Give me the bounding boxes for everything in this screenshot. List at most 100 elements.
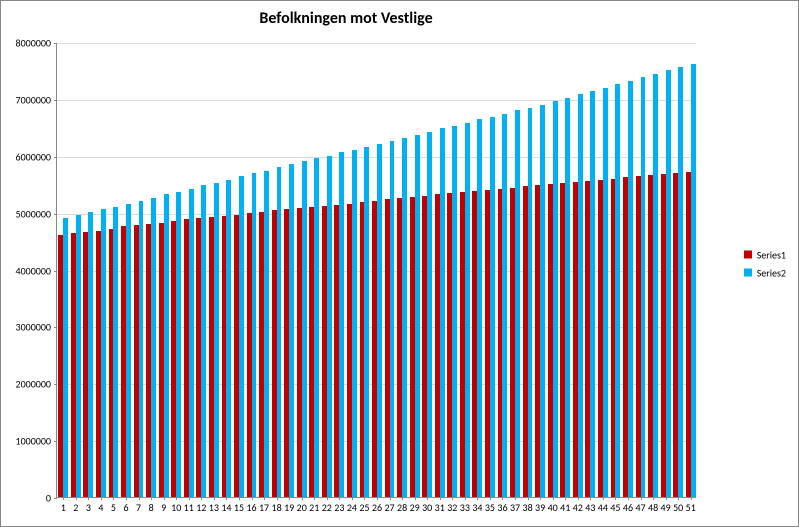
bar-series2 xyxy=(402,138,407,497)
chart-container: Befolkningen mot Vestlige 0 1000000 200000… xyxy=(0,0,799,527)
xtick-label: 40 xyxy=(548,497,558,514)
xtick-label: 15 xyxy=(234,497,244,514)
bar-series2 xyxy=(691,64,696,497)
bar-series2 xyxy=(653,74,658,497)
xtick-label: 34 xyxy=(472,497,482,514)
xtick-label: 1 xyxy=(61,497,66,514)
bar-series2 xyxy=(678,67,683,497)
xtick-label: 2 xyxy=(73,497,78,514)
legend-item: Series1 xyxy=(744,248,786,261)
bar-series2 xyxy=(189,189,194,497)
bar-series2 xyxy=(164,194,169,497)
xtick-label: 39 xyxy=(535,497,545,514)
ytick-label: 8000000 xyxy=(16,37,57,50)
xtick-label: 50 xyxy=(673,497,683,514)
xtick-label: 28 xyxy=(397,497,407,514)
bar-series2 xyxy=(364,147,369,497)
xtick-label: 22 xyxy=(322,497,332,514)
bar-series2 xyxy=(201,185,206,497)
ytick-label: 3000000 xyxy=(16,321,57,334)
xtick-label: 47 xyxy=(635,497,645,514)
xtick-label: 17 xyxy=(259,497,269,514)
xtick-label: 6 xyxy=(123,497,128,514)
bar-series2 xyxy=(76,215,81,497)
xtick-label: 5 xyxy=(111,497,116,514)
xtick-label: 21 xyxy=(309,497,319,514)
xtick-label: 7 xyxy=(136,497,141,514)
legend: Series1 Series2 xyxy=(744,243,786,284)
bar-series2 xyxy=(339,152,344,497)
bar-series2 xyxy=(565,98,570,497)
legend-item: Series2 xyxy=(744,266,786,279)
bar-series2 xyxy=(101,209,106,497)
bar-series2 xyxy=(628,81,633,497)
bar-series2 xyxy=(239,176,244,497)
bar-series2 xyxy=(490,117,495,497)
xtick-label: 30 xyxy=(422,497,432,514)
xtick-label: 27 xyxy=(384,497,394,514)
bar-series2 xyxy=(302,161,307,497)
ytick-label: 2000000 xyxy=(16,378,57,391)
legend-swatch xyxy=(744,269,752,277)
xtick-label: 10 xyxy=(171,497,181,514)
bar-series2 xyxy=(126,204,131,497)
bar-series2 xyxy=(252,173,257,497)
bar-series2 xyxy=(139,201,144,497)
ytick-label: 4000000 xyxy=(16,264,57,277)
xtick-label: 33 xyxy=(460,497,470,514)
xtick-label: 31 xyxy=(435,497,445,514)
bar-series2 xyxy=(641,77,646,497)
xtick-label: 26 xyxy=(372,497,382,514)
bar-series2 xyxy=(264,171,269,497)
xtick-label: 18 xyxy=(272,497,282,514)
xtick-label: 38 xyxy=(523,497,533,514)
xtick-label: 20 xyxy=(297,497,307,514)
legend-label: Series1 xyxy=(757,248,786,261)
bar-series2 xyxy=(277,167,282,497)
ytick-label: 6000000 xyxy=(16,150,57,163)
xtick-label: 8 xyxy=(149,497,154,514)
xtick-label: 32 xyxy=(447,497,457,514)
chart-title: Befolkningen mot Vestlige xyxy=(1,9,691,28)
xtick-label: 43 xyxy=(585,497,595,514)
xtick-label: 23 xyxy=(334,497,344,514)
bar-series2 xyxy=(515,110,520,497)
bar-series2 xyxy=(590,91,595,497)
legend-label: Series2 xyxy=(757,266,786,279)
bar-series2 xyxy=(377,144,382,497)
bar-series2 xyxy=(226,180,231,497)
bar-series2 xyxy=(666,70,671,497)
xtick-label: 42 xyxy=(573,497,583,514)
xtick-label: 49 xyxy=(661,497,671,514)
ytick-label: 7000000 xyxy=(16,93,57,106)
bar-series2 xyxy=(578,94,583,497)
bar-series2 xyxy=(452,126,457,497)
xtick-label: 4 xyxy=(98,497,103,514)
xtick-label: 41 xyxy=(560,497,570,514)
xtick-label: 29 xyxy=(410,497,420,514)
bar-series2 xyxy=(214,183,219,497)
bar-series2 xyxy=(502,114,507,497)
bar-series2 xyxy=(477,119,482,497)
xtick-label: 48 xyxy=(648,497,658,514)
xtick-label: 25 xyxy=(359,497,369,514)
bar-series2 xyxy=(427,132,432,497)
bar-series2 xyxy=(113,207,118,497)
ytick-label: 0 xyxy=(46,492,57,505)
xtick-label: 37 xyxy=(510,497,520,514)
bar-series2 xyxy=(528,108,533,497)
xtick-label: 9 xyxy=(161,497,166,514)
xtick-label: 13 xyxy=(209,497,219,514)
xtick-label: 14 xyxy=(221,497,231,514)
bar-series2 xyxy=(553,101,558,497)
bar-series2 xyxy=(88,212,93,498)
bar-series2 xyxy=(603,88,608,498)
bar-series2 xyxy=(465,123,470,497)
bar-series2 xyxy=(314,158,319,497)
bar-series2 xyxy=(540,105,545,497)
xtick-label: 11 xyxy=(184,497,194,514)
xtick-label: 46 xyxy=(623,497,633,514)
bar-series2 xyxy=(176,192,181,497)
ytick-label: 1000000 xyxy=(16,435,57,448)
xtick-label: 51 xyxy=(686,497,696,514)
